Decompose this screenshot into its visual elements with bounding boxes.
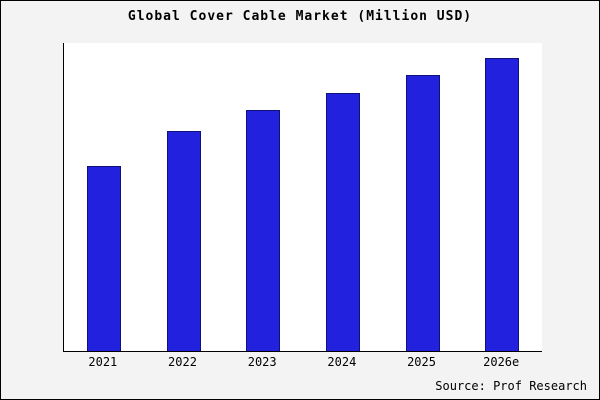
bar-slot-2023	[223, 43, 303, 351]
bar-2025	[405, 75, 440, 351]
x-tick-label-2025: 2025	[407, 355, 436, 369]
bar-2021	[86, 166, 121, 351]
bar-2022	[166, 131, 201, 351]
x-tick-label-2023: 2023	[247, 355, 277, 369]
bar-slot-2021	[64, 43, 144, 351]
bar-slot-2026e	[462, 43, 542, 351]
plot-area	[63, 43, 542, 352]
x-tick-label-2026e: 2026e	[483, 355, 520, 369]
bar-slot-2025	[383, 43, 463, 351]
source-credit: Source: Prof Research	[435, 379, 587, 393]
bar-2024	[325, 92, 360, 351]
bar-2023	[246, 110, 281, 351]
x-tick-label-2024: 2024	[327, 355, 357, 369]
chart-title: Global Cover Cable Market (Million USD)	[127, 9, 473, 24]
x-tick-label-2021: 2021	[88, 355, 118, 369]
bar-slot-2022	[144, 43, 224, 351]
bar-slot-2024	[303, 43, 383, 351]
bar-2026e	[485, 57, 520, 351]
x-axis-tick-labels: 2021 2022 2023 2024 2025 2026e	[63, 355, 541, 369]
x-tick-label-2022: 2022	[168, 355, 197, 369]
